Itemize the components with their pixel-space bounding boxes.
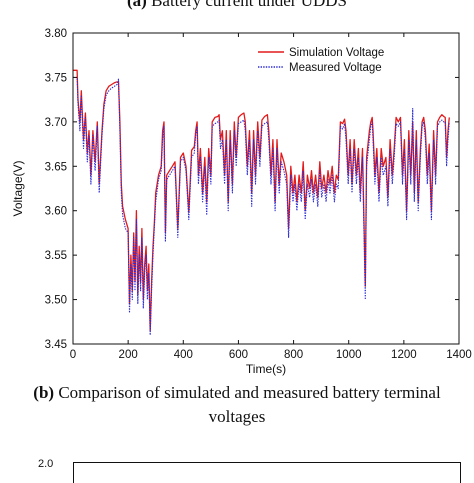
bottom-panel-y-tick: 2.0 xyxy=(38,458,54,470)
series-line-simulation xyxy=(73,69,450,332)
legend: Simulation Voltage Measured Voltage xyxy=(258,47,384,74)
x-tick-label: 200 xyxy=(119,349,138,361)
top-caption-text: Battery current under UDDS xyxy=(151,0,347,10)
y-tick-label: 3.60 xyxy=(45,206,67,218)
series-line-measured xyxy=(73,76,450,336)
x-tick-label: 1200 xyxy=(391,349,417,361)
legend-label-simulation: Simulation Voltage xyxy=(289,47,384,59)
y-tick-label: 3.75 xyxy=(45,72,67,84)
x-axis: 0 200 400 600 800 1000 1200 1400 xyxy=(70,33,472,361)
x-tick-label: 800 xyxy=(284,349,303,361)
caption-text: Comparison of simulated and measured bat… xyxy=(58,383,441,426)
bottom-panel-frame xyxy=(73,462,461,483)
x-tick-label: 1000 xyxy=(336,349,362,361)
plot-frame xyxy=(72,32,460,345)
x-tick-label: 400 xyxy=(174,349,193,361)
voltage-chart: 0 200 400 600 800 1000 1200 1400 3.453.503.553.… xyxy=(11,28,472,376)
caption-label: (b) xyxy=(33,383,55,402)
x-tick-label: 1400 xyxy=(446,349,472,361)
x-axis-title: Time(s) xyxy=(246,362,286,376)
y-tick-label: 3.55 xyxy=(45,250,67,262)
legend-label-measured: Measured Voltage xyxy=(289,62,382,74)
y-tick-label: 3.50 xyxy=(45,295,67,307)
y-axis: 3.45 3.50 3.55 3.60 3.65 3.70 3.75 3.80 xyxy=(45,28,459,351)
top-caption: (a) Battery current under UDDS xyxy=(0,0,474,11)
y-tick-label: 3.70 xyxy=(45,117,67,129)
top-caption-label: (a) xyxy=(127,0,147,10)
plot-lines xyxy=(73,69,450,336)
y-axis-title: Voltage(V) xyxy=(11,160,25,216)
y-tick-label: 3.45 xyxy=(45,339,67,351)
y-tick-label: 3.65 xyxy=(45,161,67,173)
figure-caption: (b) Comparison of simulated and measured… xyxy=(10,381,464,429)
y-tick-label: 3.80 xyxy=(45,28,67,40)
x-tick-label: 0 xyxy=(70,349,76,361)
x-tick-label: 600 xyxy=(229,349,248,361)
